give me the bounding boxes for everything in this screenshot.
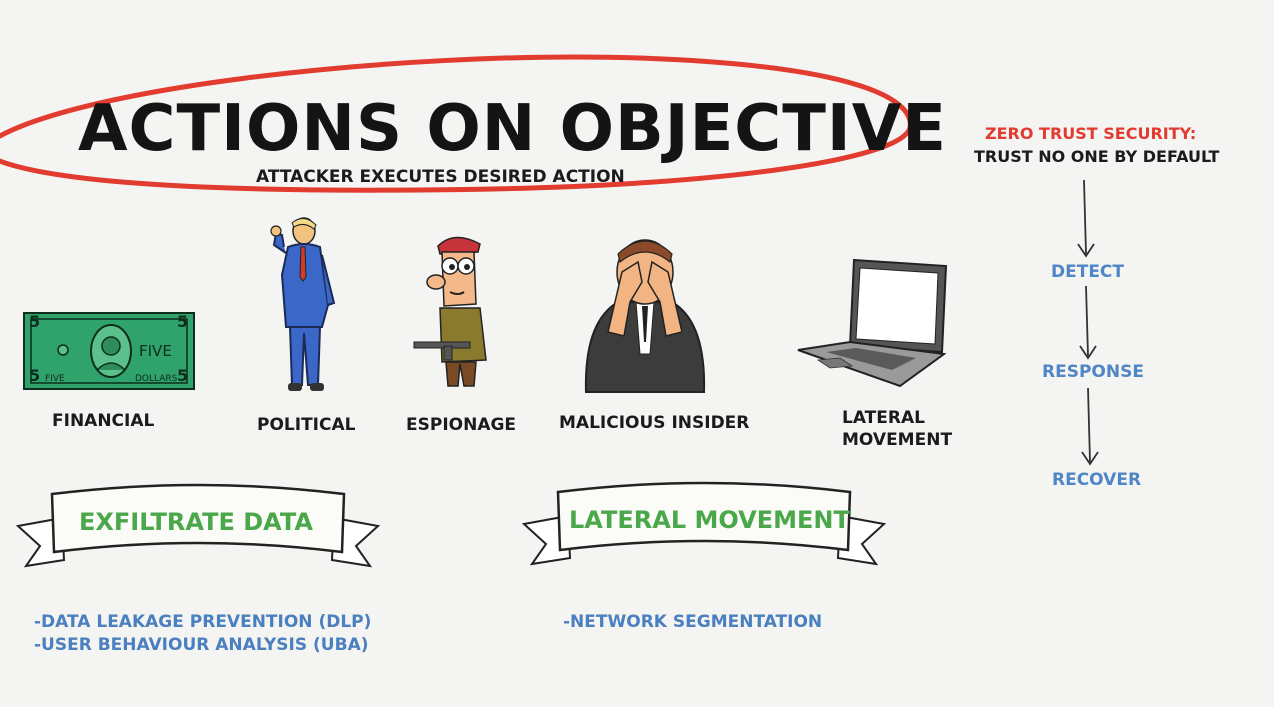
distressed-man-icon [584, 239, 706, 393]
bill-bottom-right-text: DOLLARS [135, 374, 178, 384]
bill-number-top-left: 5 [29, 312, 41, 331]
dollar-bill-icon: 5 5 5 5 FIVE FIVE DOLLARS [23, 312, 195, 390]
category-label-lateral-movement-line2: MOVEMENT [842, 430, 953, 450]
bill-number-bottom-left: 5 [29, 366, 41, 385]
bullet-uba: -USER BEHAVIOUR ANALYSIS (UBA) [34, 635, 369, 655]
banner-lateral-movement [521, 481, 887, 566]
category-label-malicious-insider: MALICIOUS INSIDER [559, 413, 750, 433]
banner-label-exfiltrate-data: EXFILTRATE DATA [79, 508, 313, 536]
bill-bottom-left-text: FIVE [45, 374, 65, 384]
category-label-lateral-movement-line1: LATERAL [842, 408, 925, 428]
category-label-political: POLITICAL [257, 415, 356, 435]
category-label-espionage: ESPIONAGE [406, 415, 517, 435]
banner-exfiltrate-data [15, 483, 381, 568]
bullet-network-segmentation: -NETWORK SEGMENTATION [563, 612, 823, 632]
category-label-financial: FINANCIAL [52, 411, 155, 431]
page-title: ACTIONS ON OBJECTIVE [78, 92, 947, 166]
zero-trust-subtitle: TRUST NO ONE BY DEFAULT [974, 147, 1220, 166]
laptop-icon [797, 258, 948, 388]
zero-trust-step-detect: DETECT [1051, 262, 1125, 282]
zero-trust-title: ZERO TRUST SECURITY: [985, 124, 1197, 143]
page-subtitle: ATTACKER EXECUTES DESIRED ACTION [256, 167, 625, 187]
banner-label-lateral-movement: LATERAL MOVEMENT [569, 506, 850, 534]
bill-number-bottom-right: 5 [177, 366, 189, 385]
politician-icon [270, 217, 336, 391]
bill-word: FIVE [139, 342, 172, 360]
bullet-dlp: -DATA LEAKAGE PREVENTION (DLP) [34, 612, 372, 632]
zero-trust-step-response: RESPONSE [1042, 362, 1144, 382]
soldier-icon [413, 236, 487, 387]
zero-trust-step-recover: RECOVER [1052, 470, 1142, 490]
bill-number-top-right: 5 [177, 312, 189, 331]
